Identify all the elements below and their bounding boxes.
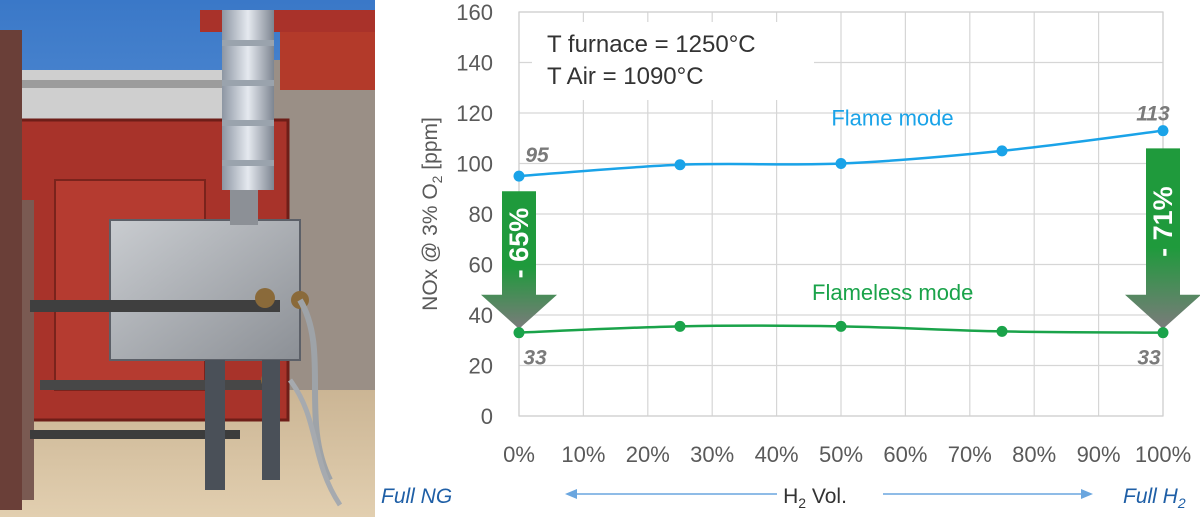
series-name: Flame mode bbox=[831, 106, 953, 131]
reduction-label: - 65% bbox=[504, 208, 534, 279]
y-tick-label: 140 bbox=[456, 51, 493, 76]
furnace-photo bbox=[0, 0, 375, 517]
y-axis-ticks: 0 20 40 60 80 100 120 140 160 bbox=[456, 0, 493, 429]
bottom-right-label: Full H2 bbox=[1123, 485, 1186, 511]
chart-series: Flame mode Flameless mode bbox=[513, 106, 1169, 339]
x-tick-label: 30% bbox=[690, 442, 734, 467]
y-tick-label: 40 bbox=[469, 303, 493, 328]
x-tick-label: 70% bbox=[948, 442, 992, 467]
data-label: 95 bbox=[525, 144, 549, 167]
reduction-arrows: - 65% - 71% bbox=[481, 148, 1200, 329]
annotation-line-2: T Air = 1090°C bbox=[547, 63, 704, 90]
x-tick-label: 10% bbox=[561, 442, 605, 467]
y-tick-label: 60 bbox=[469, 253, 493, 278]
series-point bbox=[513, 327, 525, 339]
x-tick-label: 40% bbox=[755, 442, 799, 467]
series-point bbox=[996, 145, 1008, 157]
x-tick-label: 90% bbox=[1077, 442, 1121, 467]
reduction-arrow bbox=[1125, 148, 1200, 329]
x-tick-label: 80% bbox=[1012, 442, 1056, 467]
series-point bbox=[674, 159, 686, 171]
y-tick-label: 80 bbox=[469, 202, 493, 227]
y-axis-label: NOx @ 3% O2 [ppm] bbox=[419, 117, 445, 311]
y-tick-label: 120 bbox=[456, 101, 493, 126]
annotation-line-1: T furnace = 1250°C bbox=[547, 31, 756, 58]
bottom-right-arrowhead bbox=[1081, 489, 1093, 499]
data-label: 113 bbox=[1136, 103, 1170, 126]
x-tick-label: 100% bbox=[1135, 442, 1191, 467]
series-point bbox=[1157, 327, 1169, 339]
bottom-center-label: H2 Vol. bbox=[783, 485, 847, 511]
x-tick-label: 0% bbox=[503, 442, 535, 467]
x-axis-ticks: 0% 10% 20% 30% 40% 50% 60% 70% 80% 90% 100% bbox=[503, 442, 1191, 467]
series-point bbox=[674, 320, 686, 332]
data-labels: 95 113 33 33 bbox=[523, 103, 1170, 370]
series-name: Flameless mode bbox=[812, 280, 973, 305]
bottom-left-label: Full NG bbox=[381, 485, 452, 508]
data-label: 33 bbox=[1137, 347, 1161, 370]
series-point bbox=[996, 325, 1008, 337]
reduction-arrow bbox=[481, 191, 557, 329]
y-tick-label: 100 bbox=[456, 152, 493, 177]
x-tick-label: 50% bbox=[819, 442, 863, 467]
series-point bbox=[513, 170, 525, 182]
series-point bbox=[835, 320, 847, 332]
reduction-label: - 71% bbox=[1148, 186, 1178, 257]
annotation-box bbox=[532, 22, 814, 100]
y-tick-label: 20 bbox=[469, 354, 493, 379]
bottom-left-arrowhead bbox=[565, 489, 577, 499]
y-tick-label: 160 bbox=[456, 0, 493, 25]
series-point bbox=[1157, 125, 1169, 137]
data-label: 33 bbox=[523, 347, 547, 370]
nox-chart: 0 20 40 60 80 100 120 140 160 0% 10% 20% 30% 40% 50% 6… bbox=[381, 0, 1200, 511]
x-tick-label: 60% bbox=[883, 442, 927, 467]
x-tick-label: 20% bbox=[626, 442, 670, 467]
y-tick-label: 0 bbox=[481, 404, 493, 429]
series-point bbox=[835, 158, 847, 169]
